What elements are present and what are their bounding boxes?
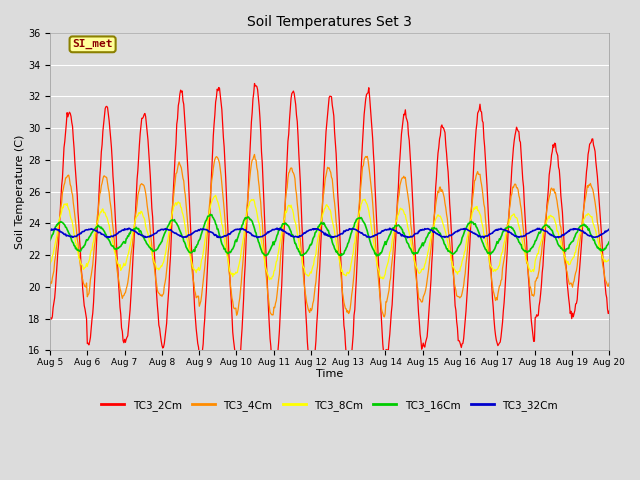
TC3_32Cm xyxy=(171,230,179,236)
TC3_32Cm xyxy=(415,228,422,234)
Line: TC3_2Cm: TC3_2Cm xyxy=(50,84,609,371)
TC3_4Cm xyxy=(605,280,613,286)
TC3_16Cm xyxy=(114,245,122,251)
TC3_8Cm xyxy=(415,270,423,276)
TC3_16Cm xyxy=(399,230,407,236)
X-axis label: Time: Time xyxy=(316,369,343,379)
Text: SI_met: SI_met xyxy=(72,39,113,49)
TC3_2Cm xyxy=(271,368,279,374)
TC3_4Cm xyxy=(114,271,122,277)
Line: TC3_32Cm: TC3_32Cm xyxy=(50,228,609,238)
TC3_2Cm xyxy=(399,118,407,123)
TC3_32Cm xyxy=(46,228,54,233)
TC3_4Cm xyxy=(415,296,423,302)
TC3_8Cm xyxy=(114,260,122,266)
TC3_16Cm xyxy=(372,253,380,259)
TC3_4Cm xyxy=(251,152,259,157)
TC3_2Cm xyxy=(415,320,423,325)
TC3_4Cm xyxy=(200,272,208,277)
TC3_4Cm xyxy=(381,314,388,320)
TC3_16Cm xyxy=(171,217,179,223)
TC3_2Cm xyxy=(171,168,179,173)
TC3_32Cm xyxy=(398,232,406,238)
TC3_4Cm xyxy=(56,211,64,217)
TC3_8Cm xyxy=(266,276,273,282)
TC3_16Cm xyxy=(605,239,613,245)
TC3_16Cm xyxy=(46,238,54,243)
TC3_32Cm xyxy=(200,227,208,232)
TC3_16Cm xyxy=(415,246,423,252)
TC3_2Cm xyxy=(114,263,122,268)
TC3_2Cm xyxy=(56,211,64,217)
Title: Soil Temperatures Set 3: Soil Temperatures Set 3 xyxy=(247,15,412,29)
TC3_32Cm xyxy=(56,229,64,235)
TC3_32Cm xyxy=(605,227,613,232)
Line: TC3_4Cm: TC3_4Cm xyxy=(50,155,609,317)
TC3_2Cm xyxy=(251,81,259,86)
TC3_32Cm xyxy=(114,231,122,237)
Legend: TC3_2Cm, TC3_4Cm, TC3_8Cm, TC3_16Cm, TC3_32Cm: TC3_2Cm, TC3_4Cm, TC3_8Cm, TC3_16Cm, TC3… xyxy=(97,396,562,415)
TC3_16Cm xyxy=(206,212,214,217)
TC3_16Cm xyxy=(56,219,64,225)
TC3_32Cm xyxy=(273,225,281,231)
TC3_8Cm xyxy=(605,257,613,263)
TC3_2Cm xyxy=(605,308,613,314)
TC3_8Cm xyxy=(200,245,208,251)
TC3_4Cm xyxy=(171,184,179,190)
TC3_8Cm xyxy=(212,192,220,198)
TC3_4Cm xyxy=(46,284,54,290)
Line: TC3_8Cm: TC3_8Cm xyxy=(50,195,609,279)
Y-axis label: Soil Temperature (C): Soil Temperature (C) xyxy=(15,134,25,249)
TC3_32Cm xyxy=(480,235,488,241)
TC3_16Cm xyxy=(200,223,208,229)
TC3_8Cm xyxy=(56,214,64,220)
Line: TC3_16Cm: TC3_16Cm xyxy=(50,215,609,256)
TC3_2Cm xyxy=(200,326,208,332)
TC3_2Cm xyxy=(46,315,54,321)
TC3_8Cm xyxy=(46,262,54,267)
TC3_8Cm xyxy=(399,207,407,213)
TC3_4Cm xyxy=(399,175,407,181)
TC3_8Cm xyxy=(171,203,179,209)
